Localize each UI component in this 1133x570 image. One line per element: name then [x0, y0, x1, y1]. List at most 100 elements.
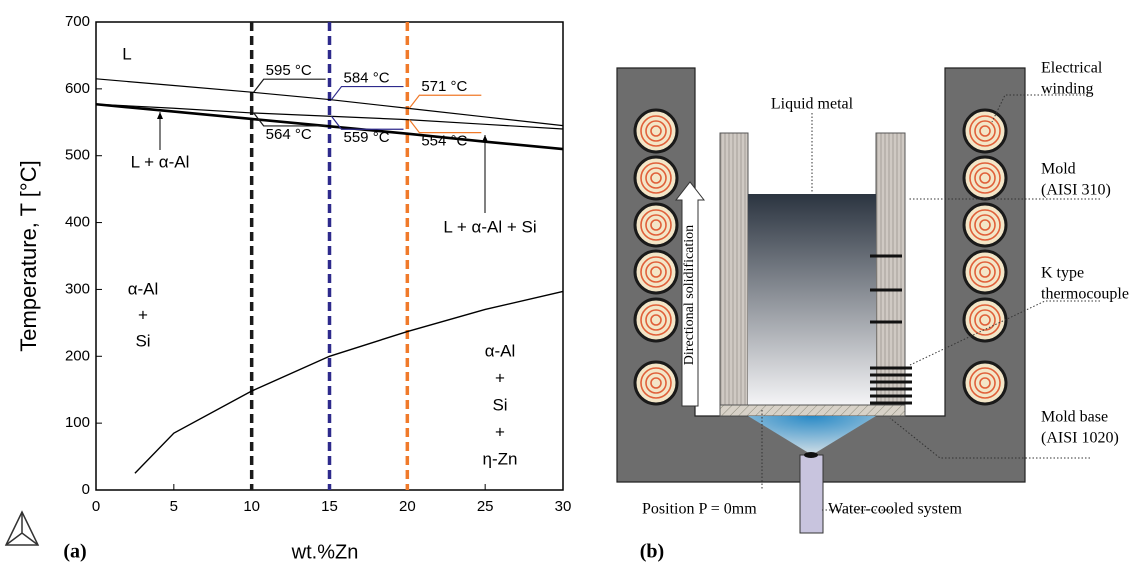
annotation: 554 °C: [421, 133, 467, 150]
annotation-leader: [408, 119, 482, 134]
coil-ring: [645, 309, 667, 331]
coil-ring: [974, 214, 996, 236]
region-label: Si: [492, 395, 507, 414]
y-tick-label: 600: [65, 80, 90, 97]
coil-ring: [650, 172, 662, 184]
diagram-label: (AISI 1020): [1041, 430, 1119, 447]
coil-ring: [650, 125, 662, 137]
annotation-leader: [331, 85, 404, 100]
coil-ring: [640, 162, 672, 194]
coil-ring: [645, 372, 667, 394]
coil-ring: [645, 261, 667, 283]
coil-ring: [969, 162, 1001, 194]
annotation: 595 °C: [266, 62, 312, 79]
phase-boundary: [134, 290, 564, 474]
coil-ring: [979, 314, 991, 326]
mold-wall: [719, 132, 749, 406]
solidification-arrow: [674, 181, 706, 407]
region-label: Si: [135, 331, 150, 350]
coil-ring: [974, 372, 996, 394]
region-label: L + α-Al + Si: [443, 217, 536, 236]
x-tick-label: 5: [170, 498, 178, 515]
coil-ring: [979, 125, 991, 137]
region-label: α-Al: [128, 279, 159, 298]
coil-ring: [969, 115, 1001, 147]
coil-ring: [979, 377, 991, 389]
y-tick-label: 700: [65, 13, 90, 30]
region-label: +: [495, 422, 505, 441]
region-label: +: [495, 368, 505, 387]
coil-ring: [640, 256, 672, 288]
coil-ring: [640, 209, 672, 241]
coil-ring: [974, 167, 996, 189]
coil-ring: [969, 367, 1001, 399]
diagram-label: Liquid metal: [771, 96, 854, 113]
coil-ring: [645, 214, 667, 236]
liquid-metal: [748, 194, 876, 405]
thermocouples: [870, 254, 912, 405]
annotation: 564 °C: [266, 126, 312, 143]
y-tick-label: 400: [65, 214, 90, 231]
coil-ring: [979, 172, 991, 184]
coil-ring: [979, 266, 991, 278]
y-tick-label: 0: [82, 481, 90, 498]
coil-ring: [645, 167, 667, 189]
coil-ring: [650, 377, 662, 389]
diagram-label: Mold base: [1041, 409, 1108, 426]
diagram-label: winding: [1041, 81, 1093, 98]
annotation-leader: [408, 94, 482, 109]
coil-ring: [640, 115, 672, 147]
diagram-label: Electrical: [1041, 60, 1103, 77]
diagram-label: Water-cooled system: [828, 501, 962, 518]
y-axis-label: Temperature, T [°C]: [16, 160, 41, 351]
mold-wall: [875, 132, 906, 406]
panel-label: (b): [640, 541, 664, 563]
y-tick-label: 500: [65, 147, 90, 164]
coil-ring: [640, 367, 672, 399]
leaders: [761, 94, 1100, 511]
coil-ring: [969, 256, 1001, 288]
x-tick-label: 10: [243, 498, 260, 515]
coils: [633, 108, 1008, 406]
x-tick-label: 0: [92, 498, 100, 515]
y-tick-label: 300: [65, 280, 90, 297]
annotation-leader: [253, 78, 326, 93]
x-tick-label: 25: [477, 498, 494, 515]
diagram-label: Position P = 0mm: [642, 501, 757, 518]
coil-ring: [969, 304, 1001, 336]
phase-boundary: [95, 78, 564, 127]
furnace-diagram: Directional solidification (a) (b): [63, 67, 1100, 563]
region-label: α-Al: [485, 341, 516, 360]
coil-ring: [969, 209, 1001, 241]
diagram-label: (AISI 310): [1041, 182, 1111, 199]
y-tick-label: 100: [65, 414, 90, 431]
annotation: 584 °C: [344, 70, 390, 87]
coil-ring: [974, 261, 996, 283]
x-tick-label: 15: [321, 498, 338, 515]
region-label: +: [138, 305, 148, 324]
coil-ring: [650, 266, 662, 278]
diagram-label: Mold: [1041, 161, 1076, 178]
region-label: L + α-Al: [131, 152, 190, 171]
region-label: η-Zn: [483, 449, 518, 468]
x-tick-label: 20: [399, 498, 416, 515]
region-label: L: [122, 44, 131, 63]
annotation-leader: [331, 115, 404, 130]
nozzle: [804, 452, 818, 458]
diagram-label: K type: [1041, 265, 1084, 282]
coil-ring: [650, 314, 662, 326]
panel-label: (a): [63, 541, 86, 563]
coil-ring: [974, 309, 996, 331]
coil-ring: [979, 219, 991, 231]
mold-base: [719, 404, 906, 417]
water-pipe: [799, 454, 824, 534]
annotation-leader: [253, 112, 326, 127]
coil-ring: [650, 219, 662, 231]
arrow-label: Directional solidification: [682, 225, 697, 365]
x-axis-label: wt.%Zn: [291, 541, 359, 563]
phase-boundary: [95, 103, 564, 130]
diagram-label: thermocouple: [1041, 286, 1129, 303]
annotation: 559 °C: [344, 129, 390, 146]
y-tick-label: 200: [65, 347, 90, 364]
